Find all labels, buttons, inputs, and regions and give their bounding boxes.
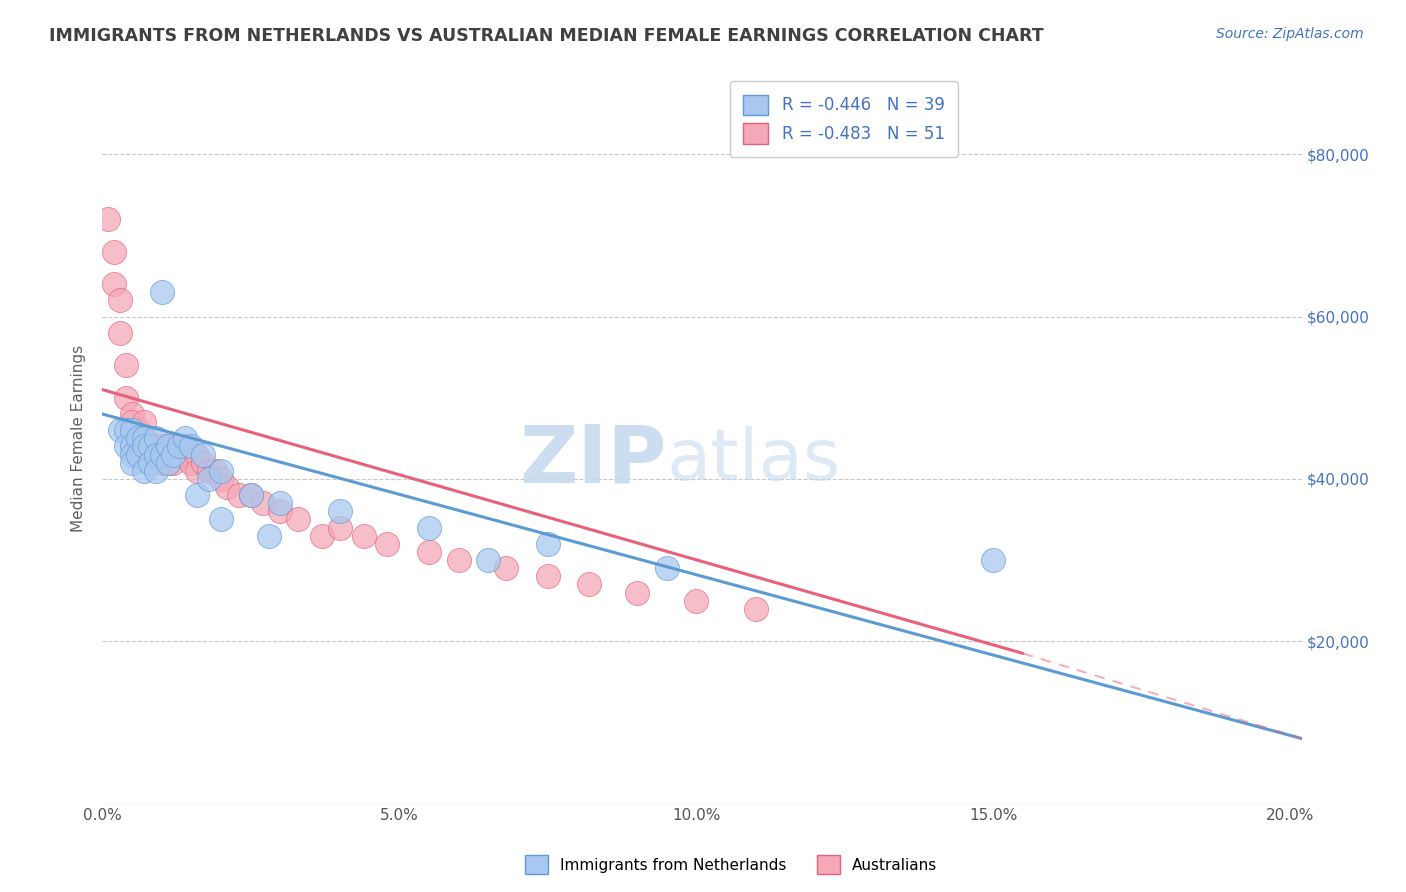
Point (156, 456, 179, 470)
Text: ZIP: ZIP (519, 421, 666, 500)
Point (132, 431, 155, 445)
Point (418, 545, 440, 559)
Point (329, 504, 352, 518)
Point (150, 448, 173, 462)
Point (145, 431, 167, 445)
Point (477, 553, 499, 567)
Text: atlas: atlas (666, 425, 841, 495)
Point (103, 244, 125, 259)
Point (447, 553, 470, 567)
Point (145, 439, 167, 453)
Point (121, 439, 143, 453)
Point (209, 512, 232, 526)
Point (127, 431, 149, 445)
Point (239, 488, 262, 502)
Point (269, 504, 291, 518)
Point (115, 423, 138, 437)
Point (180, 439, 202, 453)
Point (537, 569, 560, 583)
Point (108, 423, 131, 437)
Point (418, 520, 440, 534)
Point (257, 529, 280, 543)
Point (162, 448, 184, 462)
Point (127, 448, 149, 462)
Point (495, 561, 517, 575)
Point (578, 577, 600, 591)
Point (744, 601, 766, 615)
Point (311, 529, 333, 543)
Point (150, 456, 173, 470)
Point (156, 439, 179, 453)
Point (193, 456, 215, 470)
Point (537, 537, 560, 551)
Point (162, 456, 184, 470)
Point (121, 456, 143, 470)
Point (252, 496, 274, 510)
Point (239, 488, 262, 502)
Point (97, 212, 120, 227)
Point (132, 431, 155, 445)
Point (180, 456, 202, 470)
Text: Source: ZipAtlas.com: Source: ZipAtlas.com (1216, 27, 1364, 41)
Point (115, 439, 138, 453)
Point (215, 480, 238, 494)
Point (287, 512, 309, 526)
Point (138, 439, 160, 453)
Point (186, 448, 208, 462)
Point (162, 448, 184, 462)
Point (121, 423, 143, 437)
Point (156, 456, 179, 470)
Point (204, 464, 226, 478)
Point (228, 488, 250, 502)
Legend: R = -0.446   N = 39, R = -0.483   N = 51: R = -0.446 N = 39, R = -0.483 N = 51 (730, 81, 957, 157)
Point (115, 358, 138, 372)
Point (174, 439, 197, 453)
Point (108, 326, 131, 340)
Point (108, 293, 131, 308)
Point (186, 464, 208, 478)
Point (169, 448, 191, 462)
Point (150, 439, 173, 453)
Point (145, 448, 167, 462)
Point (269, 496, 291, 510)
Point (145, 448, 167, 462)
Point (138, 456, 160, 470)
Text: IMMIGRANTS FROM NETHERLANDS VS AUSTRALIAN MEDIAN FEMALE EARNINGS CORRELATION CHA: IMMIGRANTS FROM NETHERLANDS VS AUSTRALIA… (49, 27, 1043, 45)
Point (138, 448, 160, 462)
Point (127, 423, 149, 437)
Point (685, 593, 707, 607)
Point (121, 423, 143, 437)
Point (121, 415, 143, 429)
Point (375, 537, 398, 551)
Legend: Immigrants from Netherlands, Australians: Immigrants from Netherlands, Australians (519, 849, 943, 880)
Point (121, 448, 143, 462)
Point (981, 553, 1004, 567)
Y-axis label: Median Female Earnings: Median Female Earnings (72, 344, 86, 532)
Point (103, 277, 125, 291)
Point (115, 391, 138, 405)
Point (132, 415, 155, 429)
Point (193, 448, 215, 462)
Point (209, 464, 232, 478)
Point (329, 520, 352, 534)
Point (132, 439, 155, 453)
Point (198, 472, 221, 486)
Point (169, 439, 191, 453)
Point (198, 464, 221, 478)
Point (353, 529, 375, 543)
Point (174, 431, 197, 445)
Point (156, 439, 179, 453)
Point (127, 439, 149, 453)
Point (150, 285, 173, 300)
Point (121, 407, 143, 421)
Point (145, 464, 167, 478)
Point (626, 585, 648, 599)
Point (138, 439, 160, 453)
Point (655, 561, 678, 575)
Point (132, 464, 155, 478)
Point (209, 472, 232, 486)
Point (186, 488, 208, 502)
